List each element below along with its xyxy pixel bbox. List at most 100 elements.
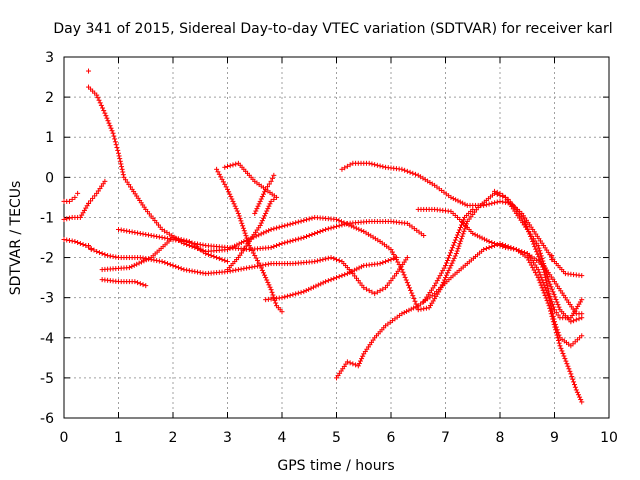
data-point-marker (116, 226, 121, 232)
data-point-marker (538, 253, 544, 259)
data-point-marker (404, 280, 410, 286)
data-point-marker (556, 340, 562, 346)
data-point-marker (75, 240, 81, 246)
data-point-marker (446, 252, 452, 258)
data-point-marker (444, 272, 450, 278)
data-point-marker (258, 265, 264, 271)
data-point-marker (92, 193, 98, 199)
y-tick-label: -2 (40, 251, 54, 267)
data-point-marker (410, 293, 416, 299)
data-point-marker (331, 224, 337, 230)
data-point-marker (200, 270, 206, 276)
data-point-marker (222, 258, 228, 264)
data-point-marker (548, 296, 554, 302)
data-point-marker (462, 226, 468, 232)
data-point-marker (399, 267, 405, 273)
data-point-marker (235, 267, 241, 273)
data-point-marker (559, 348, 565, 354)
data-point-marker (443, 275, 448, 281)
data-point-marker (399, 311, 405, 317)
data-point-marker (173, 235, 179, 241)
data-point-marker (232, 203, 238, 209)
data-point-marker (447, 265, 453, 271)
data-point-marker (223, 184, 229, 190)
data-point-marker (151, 233, 157, 239)
data-point-marker (238, 266, 244, 272)
data-point-marker (162, 235, 168, 241)
data-point-marker (145, 232, 151, 238)
data-point-marker (535, 251, 541, 257)
data-point-marker (372, 291, 378, 297)
data-point-marker (178, 266, 184, 272)
data-point-marker (440, 268, 446, 274)
x-tick-label: 7 (441, 430, 450, 446)
data-point-marker (314, 229, 320, 235)
data-point-marker (555, 337, 561, 343)
data-point-marker (578, 397, 584, 403)
data-point-marker (175, 265, 181, 271)
gridlines (64, 57, 609, 418)
data-point-marker (298, 218, 304, 224)
data-point-marker (445, 255, 451, 261)
data-point-marker (253, 255, 259, 261)
data-point-marker (268, 287, 274, 293)
data-point-marker (66, 215, 72, 221)
data-point-marker (273, 300, 279, 306)
data-point-marker (537, 256, 543, 262)
data-point-marker (136, 260, 142, 266)
data-point-marker (459, 222, 465, 228)
data-point-marker (486, 245, 492, 251)
data-point-marker (483, 202, 489, 208)
data-point-marker (541, 282, 547, 288)
data-point-marker (358, 264, 364, 270)
data-point-marker (107, 253, 113, 259)
data-point-marker (260, 270, 266, 276)
data-point-marker (571, 318, 577, 324)
data-point-marker (135, 280, 141, 286)
data-point-marker (106, 120, 112, 126)
data-point-marker (195, 269, 201, 275)
x-axis-label: GPS time / hours (277, 458, 394, 474)
data-point-marker (560, 350, 566, 356)
data-point-marker (276, 242, 282, 248)
data-point-marker (88, 247, 94, 253)
series-s15 (421, 206, 476, 305)
data-point-marker (572, 384, 578, 390)
data-point-marker (342, 165, 348, 171)
data-point-marker (284, 222, 290, 228)
data-point-marker (112, 136, 118, 142)
data-point-marker (214, 255, 220, 261)
data-point-marker (244, 265, 250, 271)
data-point-marker (502, 199, 508, 205)
data-point-marker (348, 223, 354, 229)
data-point-marker (317, 257, 323, 263)
data-point-marker (239, 220, 245, 226)
data-point-marker (551, 304, 557, 310)
data-point-marker (222, 181, 228, 187)
data-point-marker (448, 194, 454, 200)
data-point-marker (531, 241, 537, 247)
data-point-marker (339, 166, 345, 172)
data-point-marker (266, 203, 272, 209)
data-point-marker (234, 208, 240, 214)
data-point-marker (116, 153, 122, 159)
data-point-marker (107, 123, 113, 129)
data-point-marker (271, 196, 277, 202)
data-point-marker (540, 258, 546, 264)
x-tick-label: 0 (60, 430, 69, 446)
data-point-marker (257, 222, 263, 228)
data-point-marker (298, 289, 304, 295)
data-point-marker (227, 163, 233, 169)
data-point-marker (244, 235, 250, 241)
data-point-marker (162, 260, 168, 266)
data-point-marker (567, 368, 573, 374)
data-point-marker (228, 194, 234, 200)
data-point-marker (310, 284, 316, 290)
data-point-marker (563, 358, 569, 364)
data-point-marker (236, 213, 242, 219)
data-point-marker (470, 206, 476, 212)
data-point-marker (484, 237, 490, 243)
data-point-marker (546, 291, 552, 297)
data-point-marker (279, 309, 285, 315)
data-point-marker (271, 226, 277, 232)
